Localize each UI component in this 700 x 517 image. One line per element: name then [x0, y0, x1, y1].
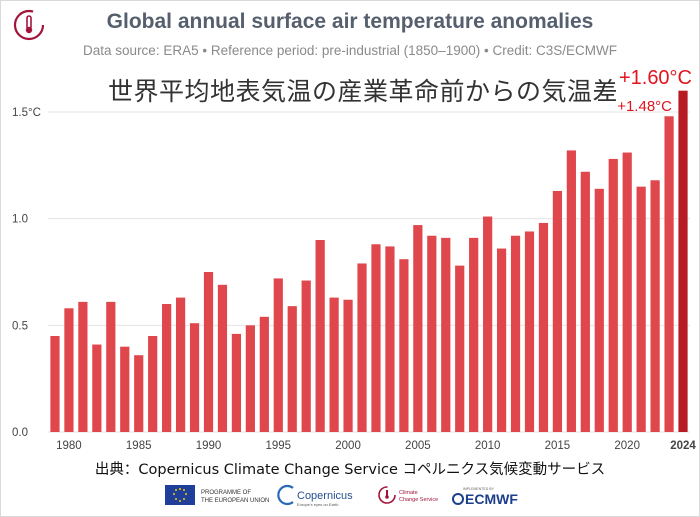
bar-2003: [385, 246, 395, 432]
bar-2020: [622, 152, 632, 432]
bar-2004: [399, 259, 409, 432]
copernicus-logo-line1: Copernicus: [297, 490, 353, 502]
bar-1993: [245, 325, 255, 432]
x-tick-label: 1990: [196, 440, 222, 452]
bar-2006: [427, 235, 437, 432]
copernicus-icon: [277, 484, 294, 506]
eu-logo-line2: THE EUROPEAN UNION: [201, 498, 269, 504]
climate-service-line2: Change Service: [399, 497, 438, 503]
y-tick-label: 0.0: [12, 427, 28, 439]
eu-flag-icon: [165, 485, 195, 505]
japanese-title: 世界平均地表気温の産業革命前からの気温差: [108, 77, 619, 106]
bar-1983: [106, 301, 116, 432]
bar-2023: [664, 116, 674, 432]
bar-1994: [259, 316, 269, 432]
bar-2005: [413, 225, 423, 432]
bar-2021: [636, 186, 646, 432]
bar-2019: [608, 158, 618, 432]
x-tick-label: 1980: [56, 440, 82, 452]
bar-2010: [483, 216, 493, 432]
bar-1985: [134, 355, 144, 432]
bar-1982: [92, 344, 102, 432]
bar-2008: [455, 265, 465, 432]
ecmwf-logo-line1: ECMWF: [465, 491, 518, 507]
x-tick-label: 2024: [670, 440, 696, 452]
bar-1992: [231, 333, 242, 432]
bar-2011: [496, 248, 507, 432]
x-tick-label: 2000: [335, 440, 361, 452]
y-tick-label: 1.5°C: [12, 107, 41, 119]
bar-2014: [538, 222, 549, 432]
thermometer-logo-icon: [13, 9, 45, 41]
source-credit-jp: 出典：Copernicus Climate Change Service コペル…: [94, 462, 606, 478]
bar-1988: [175, 297, 186, 432]
bar-1980: [64, 308, 74, 432]
bar-1981: [78, 301, 88, 432]
x-tick-label: 2010: [475, 440, 501, 452]
x-tick-label: 2005: [405, 440, 431, 452]
bar-2024: [678, 90, 688, 432]
bar-2000: [343, 299, 353, 432]
ecmwf-logo-line2: IMPLEMENTED BY: [463, 487, 495, 491]
annotation-previous: +1.48°C: [617, 98, 672, 115]
bar-2022: [650, 180, 660, 432]
bar-1999: [329, 297, 339, 432]
bar-1995: [273, 278, 283, 432]
bar-2015: [552, 190, 563, 432]
bar-1987: [162, 304, 172, 432]
bar-1998: [315, 240, 325, 432]
climate-service-icon: [378, 486, 396, 504]
bar-1986: [148, 336, 158, 432]
bar-1996: [287, 306, 297, 432]
annotation-latest: +1.60°C: [619, 67, 692, 89]
bar-2009: [469, 237, 479, 432]
bar-2001: [357, 263, 367, 432]
ecmwf-icon: [452, 493, 464, 505]
footer-logos: PROGRAMME OF THE EUROPEAN UNION Copernic…: [165, 484, 518, 507]
climate-service-line1: Climate: [399, 490, 418, 496]
bar-1991: [217, 284, 228, 432]
bar-2018: [594, 188, 604, 432]
bar-1984: [120, 346, 130, 432]
bar-2016: [566, 150, 576, 432]
x-tick-label: 2020: [614, 440, 640, 452]
bar-1979: [50, 336, 60, 432]
x-tick-label: 1995: [265, 440, 291, 452]
bar-2013: [524, 231, 535, 432]
bar-2007: [441, 237, 451, 432]
x-tick-label: 2015: [545, 440, 571, 452]
chart-subtitle: Data source: ERA5 • Reference period: pr…: [83, 43, 617, 58]
eu-logo-line1: PROGRAMME OF: [201, 490, 251, 496]
chart-title: Global annual surface air temperature an…: [106, 10, 594, 33]
bar-1989: [189, 323, 200, 432]
y-tick-label: 0.5: [12, 320, 28, 332]
bar-2002: [371, 244, 381, 432]
bar-1990: [203, 272, 214, 432]
bar-2012: [510, 235, 521, 432]
bar-1997: [301, 280, 311, 432]
y-tick-label: 1.0: [12, 214, 28, 226]
copernicus-logo-line2: Europe's eyes on Earth: [297, 502, 338, 507]
bar-2017: [580, 171, 590, 432]
x-tick-label: 1985: [126, 440, 152, 452]
